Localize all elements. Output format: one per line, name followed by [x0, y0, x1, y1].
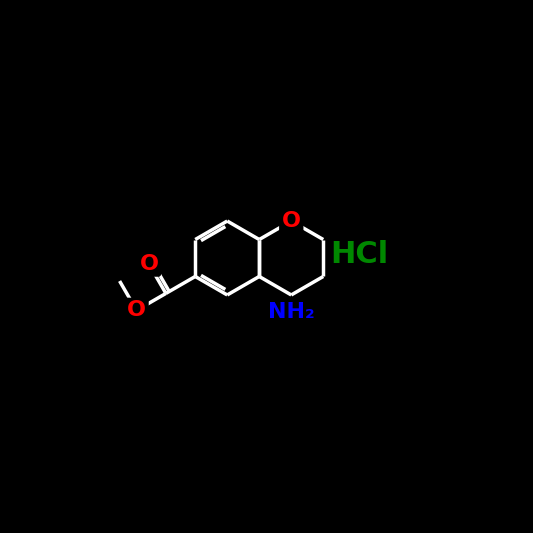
- Text: HCl: HCl: [330, 240, 389, 269]
- Text: O: O: [127, 301, 146, 320]
- Text: NH₂: NH₂: [268, 302, 314, 322]
- Text: O: O: [140, 254, 158, 274]
- Text: O: O: [282, 211, 301, 231]
